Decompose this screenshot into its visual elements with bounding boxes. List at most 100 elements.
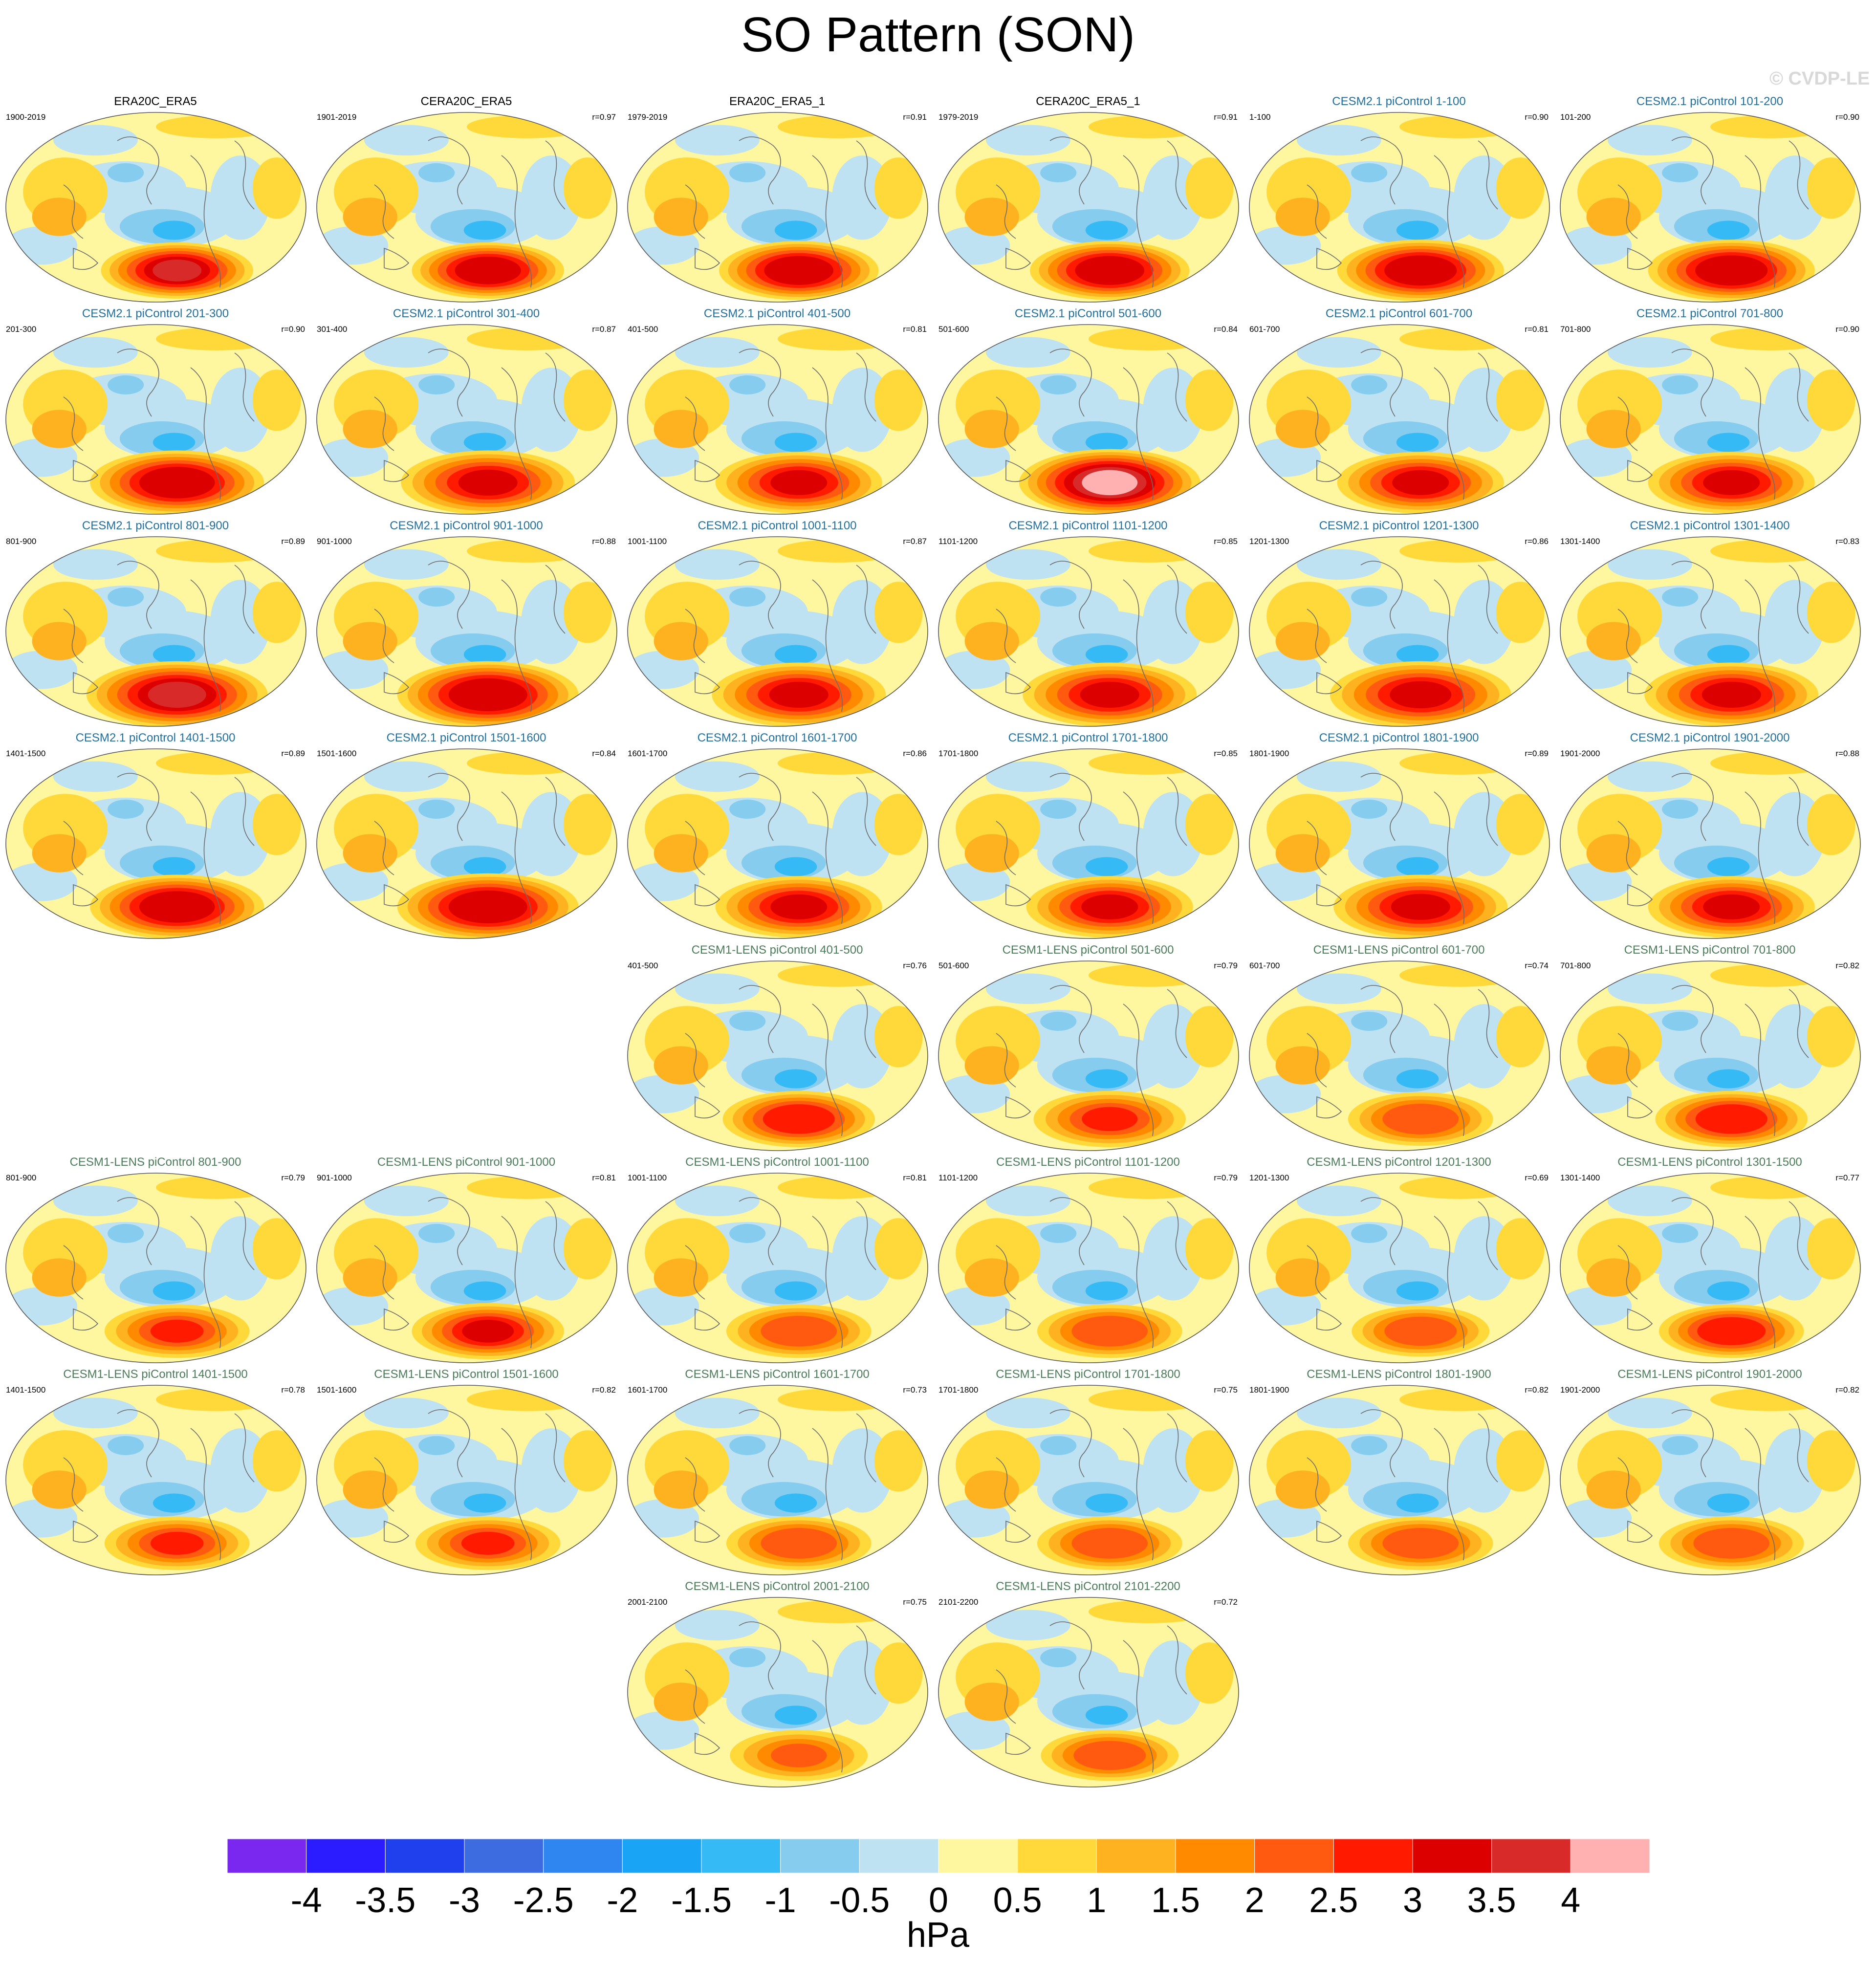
positive-anomaly — [778, 751, 899, 775]
map-plot — [316, 324, 617, 515]
colorbar-swatch — [1333, 1839, 1413, 1874]
panel-years: 401-500 — [628, 325, 658, 334]
map-panel: CESM2.1 piControl 1901-2000 1901-2000 r=0.… — [1554, 730, 1865, 943]
coastline — [1745, 1216, 1776, 1349]
map-plot — [627, 112, 928, 303]
panel-correlation: r=0.75 — [1214, 1385, 1238, 1395]
positive-anomaly — [1275, 410, 1330, 448]
negative-anomaly — [1085, 645, 1128, 664]
panel-years: 301-400 — [317, 325, 348, 334]
map-plot — [1249, 748, 1550, 939]
positive-anomaly — [1496, 1430, 1545, 1492]
colorbar-tick-label: -2.5 — [513, 1881, 574, 1920]
negative-anomaly — [729, 1436, 766, 1456]
positive-anomaly — [1807, 1430, 1855, 1492]
positive-anomaly — [1185, 1006, 1234, 1068]
positive-anomaly — [654, 834, 708, 872]
colorbar-unit-label: hPa — [906, 1916, 970, 1955]
coastline — [812, 1216, 843, 1349]
map-plot — [1560, 748, 1861, 939]
so-high-center — [1081, 894, 1138, 919]
coastline — [812, 1640, 843, 1773]
negative-anomaly — [1085, 1705, 1128, 1725]
map-border — [627, 324, 928, 515]
coastline — [1627, 672, 1653, 695]
positive-anomaly — [964, 1682, 1019, 1721]
coastline — [1049, 1621, 1092, 1690]
negative-anomaly — [675, 549, 760, 580]
coastline — [1627, 1308, 1653, 1331]
map-panel: CESM1-LENS piControl 1501-1600 1501-1600 r… — [311, 1367, 622, 1579]
map-plot — [5, 536, 306, 727]
negative-anomaly — [463, 1493, 506, 1513]
negative-anomaly — [774, 857, 817, 876]
coastline — [1049, 561, 1092, 629]
positive-anomaly — [1185, 1430, 1234, 1492]
coastline — [739, 1621, 781, 1690]
negative-anomaly — [1707, 220, 1750, 240]
coastline — [1789, 1413, 1809, 1483]
negative-anomaly — [1040, 163, 1077, 183]
panel-correlation: r=0.90 — [281, 325, 305, 334]
negative-anomaly — [1351, 587, 1388, 607]
positive-anomaly — [156, 1388, 277, 1411]
colorbar-tick-label: -1.5 — [671, 1881, 732, 1920]
colorbar-swatch — [1412, 1839, 1492, 1874]
so-high-center — [1391, 894, 1450, 920]
negative-anomaly — [418, 587, 455, 607]
colorbar-tick-label: 3.5 — [1467, 1881, 1516, 1920]
coastline — [1360, 136, 1403, 205]
positive-anomaly — [252, 582, 301, 643]
positive-anomaly — [1399, 751, 1521, 775]
panel-years: 101-200 — [1560, 112, 1591, 122]
negative-anomaly — [1607, 337, 1692, 368]
positive-anomaly — [1185, 370, 1234, 431]
coastline — [1434, 791, 1465, 924]
positive-anomaly — [1399, 1176, 1521, 1199]
panel-correlation: r=0.90 — [1525, 112, 1549, 122]
so-high-center — [463, 260, 513, 282]
positive-anomaly — [1710, 327, 1832, 350]
coastline — [1617, 184, 1638, 239]
map-plot — [1249, 112, 1550, 303]
coastline — [384, 672, 410, 695]
colorbar-tick-label: 2.5 — [1309, 1881, 1358, 1920]
map-plot — [627, 1385, 928, 1575]
negative-anomaly — [1662, 587, 1699, 607]
panel-title: CESM2.1 piControl 1401-1500 — [75, 731, 236, 744]
negative-anomaly — [1351, 1436, 1388, 1456]
positive-anomaly — [778, 1600, 899, 1623]
positive-anomaly — [654, 1046, 708, 1085]
map-panel: CESM1-LENS piControl 1901-2000 1901-2000 r… — [1554, 1367, 1865, 1579]
colorbar-swatch — [1096, 1839, 1176, 1874]
coastline — [1434, 1428, 1465, 1561]
negative-anomaly — [1085, 1281, 1128, 1301]
negative-anomaly — [1351, 1223, 1388, 1243]
coastline — [685, 1033, 705, 1088]
negative-anomaly — [985, 337, 1070, 368]
map-border — [1249, 1173, 1550, 1363]
positive-anomaly — [1399, 327, 1521, 350]
coastline — [1316, 459, 1342, 482]
map-plot — [627, 324, 928, 515]
coastline — [1627, 247, 1653, 270]
positive-anomaly — [467, 1388, 588, 1411]
positive-anomaly — [467, 115, 588, 138]
panel-years: 201-300 — [6, 325, 37, 334]
panel-title: CESM1-LENS piControl 1701-1800 — [996, 1368, 1180, 1381]
panel-correlation: r=0.81 — [903, 1173, 927, 1182]
negative-anomaly — [1085, 1069, 1128, 1089]
negative-anomaly — [153, 1493, 196, 1513]
panel-title: CESM2.1 piControl 601-700 — [1325, 307, 1473, 320]
positive-anomaly — [1586, 1258, 1641, 1297]
positive-anomaly — [467, 327, 588, 350]
panel-years: 1901-2000 — [1560, 1385, 1600, 1395]
coastline — [1167, 352, 1187, 422]
colorbar-tick-label: 1.5 — [1151, 1881, 1200, 1920]
panel-title: CESM2.1 piControl 501-600 — [1014, 307, 1162, 320]
coastline — [1307, 184, 1327, 239]
positive-anomaly — [964, 197, 1019, 236]
panel-title: CESM2.1 piControl 901-1000 — [390, 519, 543, 532]
map-plot — [627, 1597, 928, 1788]
positive-anomaly — [1399, 963, 1521, 987]
